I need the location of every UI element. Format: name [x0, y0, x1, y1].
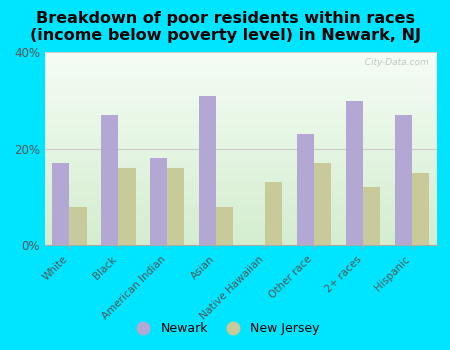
Bar: [69, 206, 86, 245]
Bar: [167, 168, 184, 245]
Text: City-Data.com: City-Data.com: [359, 58, 429, 67]
Bar: [297, 134, 314, 245]
Bar: [346, 100, 363, 245]
Bar: [265, 182, 282, 245]
Bar: [199, 96, 216, 245]
Bar: [118, 168, 135, 245]
Legend: Newark, New Jersey: Newark, New Jersey: [125, 317, 325, 340]
Bar: [395, 115, 412, 245]
Bar: [363, 187, 380, 245]
Text: Breakdown of poor residents within races
(income below poverty level) in Newark,: Breakdown of poor residents within races…: [30, 10, 420, 43]
Bar: [150, 158, 167, 245]
Bar: [52, 163, 69, 245]
Bar: [412, 173, 429, 245]
Bar: [216, 206, 234, 245]
Bar: [314, 163, 331, 245]
Bar: [101, 115, 118, 245]
